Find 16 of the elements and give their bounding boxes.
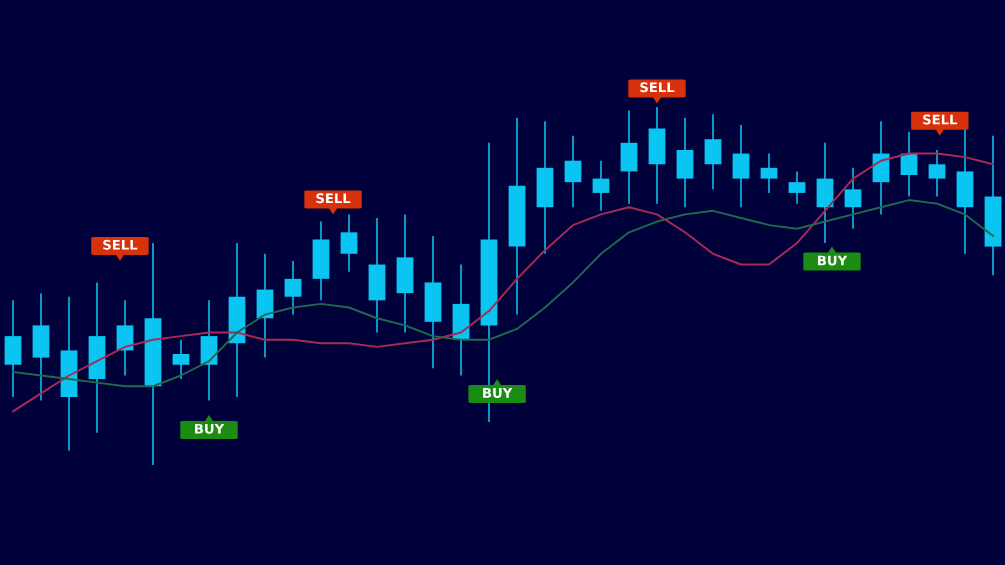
candlestick [592, 159, 610, 212]
candlestick [928, 149, 946, 198]
annotation: SELL [316, 193, 351, 204]
annotation: BUY [195, 423, 225, 434]
annotation: BUY [483, 388, 513, 398]
candlestick [788, 170, 806, 205]
candlestick [844, 166, 862, 230]
candlestick [564, 134, 582, 209]
annotation: BUY [818, 255, 848, 266]
candlestick [760, 152, 778, 194]
candlestick [340, 213, 358, 273]
candlestick [172, 338, 190, 380]
annotation: SELL [103, 239, 138, 250]
candlestick [284, 260, 302, 316]
annotation: SELL [923, 114, 958, 125]
text: SELL [640, 82, 675, 93]
